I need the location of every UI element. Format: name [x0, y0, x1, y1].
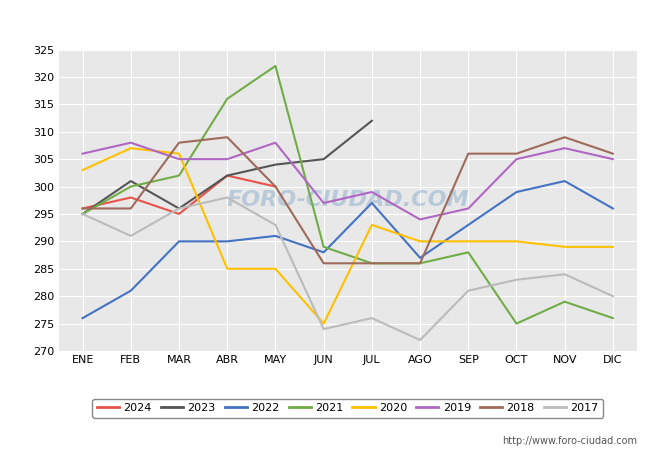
Text: FORO-CIUDAD.COM: FORO-CIUDAD.COM	[226, 190, 469, 210]
Legend: 2024, 2023, 2022, 2021, 2020, 2019, 2018, 2017: 2024, 2023, 2022, 2021, 2020, 2019, 2018…	[92, 399, 603, 418]
Text: Afiliados en Cabanes a 31/5/2024: Afiliados en Cabanes a 31/5/2024	[185, 11, 465, 29]
Text: http://www.foro-ciudad.com: http://www.foro-ciudad.com	[502, 436, 637, 446]
